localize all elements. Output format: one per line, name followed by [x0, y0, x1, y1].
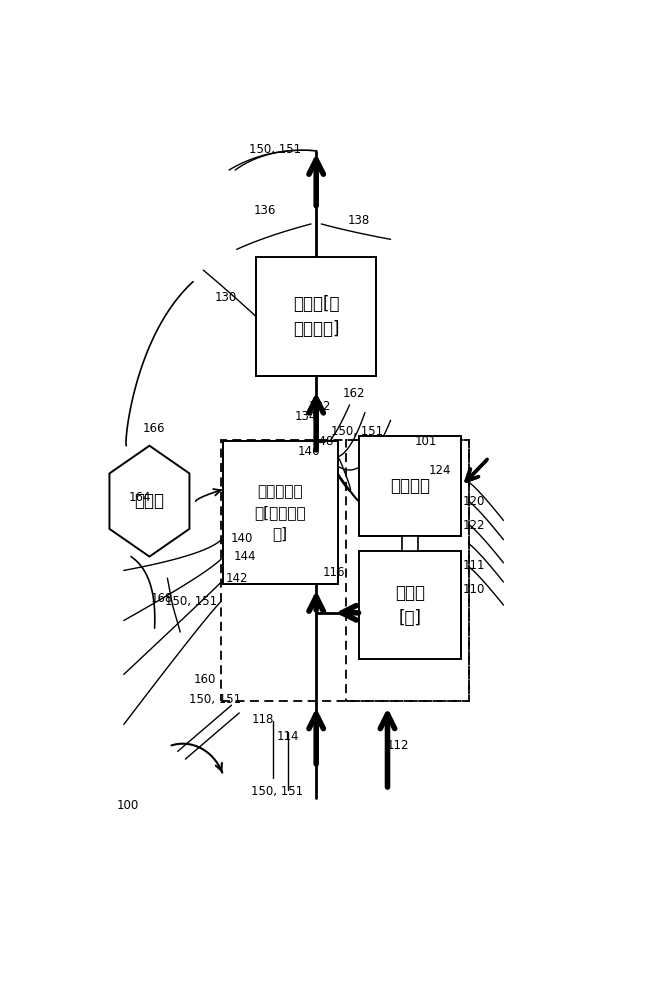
Text: 控制器: 控制器: [134, 492, 164, 510]
Bar: [221, 440, 469, 701]
Text: 最终控制元
件[调节控制
阀]: 最终控制元 件[调节控制 阀]: [254, 484, 306, 541]
Text: 150, 151: 150, 151: [166, 595, 218, 608]
Text: 110: 110: [463, 583, 485, 596]
Text: 118: 118: [252, 713, 275, 726]
Bar: [359, 436, 461, 536]
Text: 164: 164: [129, 491, 152, 504]
Text: 140: 140: [230, 532, 253, 545]
Bar: [222, 441, 338, 584]
Text: 160: 160: [194, 673, 216, 686]
Text: 168: 168: [151, 592, 173, 605]
Bar: [256, 257, 377, 376]
Bar: [402, 536, 418, 551]
Text: 144: 144: [234, 550, 256, 563]
Text: 134: 134: [295, 410, 317, 423]
Text: 150, 151: 150, 151: [330, 425, 383, 438]
Text: 电动马达: 电动马达: [390, 477, 430, 495]
Text: 111: 111: [463, 559, 485, 572]
Text: 100: 100: [117, 799, 139, 812]
Text: 138: 138: [348, 214, 370, 227]
Text: 122: 122: [463, 519, 485, 532]
Text: 130: 130: [214, 291, 236, 304]
Bar: [346, 440, 469, 701]
Text: 132: 132: [309, 400, 332, 413]
Text: 传感器[流
速传感器]: 传感器[流 速传感器]: [293, 295, 340, 338]
Text: 工作机
[泵]: 工作机 [泵]: [395, 584, 425, 627]
Text: 150, 151: 150, 151: [251, 785, 303, 798]
Text: 116: 116: [323, 566, 346, 579]
Text: 148: 148: [312, 435, 334, 448]
Text: 162: 162: [342, 387, 365, 400]
Text: 146: 146: [297, 445, 320, 458]
Text: 124: 124: [428, 464, 451, 477]
Text: 112: 112: [387, 739, 409, 752]
Bar: [359, 551, 461, 659]
Text: 136: 136: [254, 204, 276, 217]
Polygon shape: [109, 446, 189, 557]
Text: 120: 120: [463, 495, 485, 508]
Text: 101: 101: [414, 435, 437, 448]
Text: 150, 151: 150, 151: [249, 143, 301, 156]
Text: 150, 151: 150, 151: [189, 693, 241, 706]
Text: 114: 114: [277, 730, 299, 742]
Text: 142: 142: [226, 572, 248, 585]
Text: 166: 166: [142, 422, 165, 434]
